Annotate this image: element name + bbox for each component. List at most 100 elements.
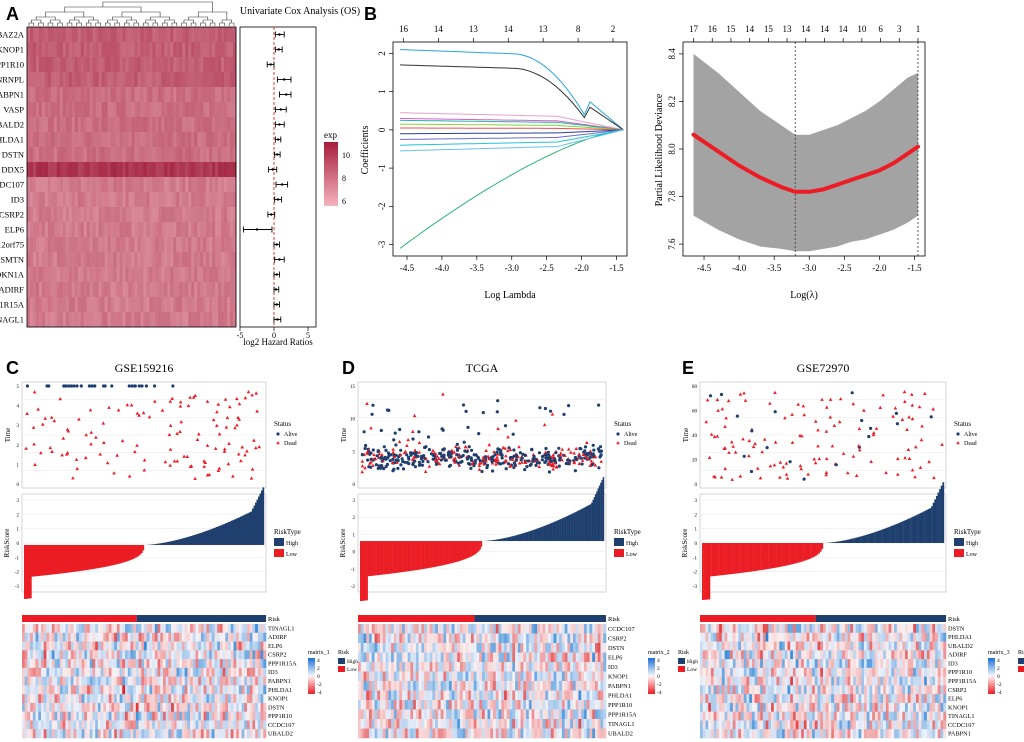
alive-point: [417, 430, 421, 434]
heatmap-cell: [104, 102, 109, 118]
heatmap-cell: [116, 312, 120, 328]
alive-point: [481, 411, 485, 415]
heatmap-cell: [125, 147, 129, 163]
heatmap-cell: [402, 719, 406, 729]
dendrogram-branch: [183, 19, 194, 23]
heatmap-cell: [252, 711, 256, 721]
heatmap-cell: [155, 297, 159, 313]
heatmap-cell: [113, 57, 117, 73]
heatmap-cell: [71, 252, 76, 268]
heatmap-cell: [168, 676, 172, 686]
heatmap-cell: [437, 652, 441, 663]
heatmap-cell: [152, 177, 156, 193]
heatmap-cell: [191, 57, 195, 73]
dead-point: [516, 455, 520, 459]
heatmap-cell: [27, 267, 31, 283]
heatmap-cell: [380, 690, 384, 701]
heatmap-cell: [38, 42, 43, 58]
alive-point: [79, 384, 83, 388]
high-risk-bar: [202, 532, 205, 545]
heatmap-cell: [230, 297, 234, 313]
heatmap-cell: [131, 222, 135, 238]
heatmap-cell: [119, 711, 123, 721]
matrix-tick-label: -2: [317, 682, 322, 688]
heatmap-cell: [238, 659, 242, 669]
heatmap-cell: [89, 87, 94, 103]
heatmap-cell: [146, 57, 150, 73]
heatmap-cell: [426, 643, 430, 653]
heatmap-cell: [209, 711, 213, 721]
low-risk-bar: [361, 541, 363, 601]
heatmap-cell: [382, 681, 386, 691]
heatmap-cell: [49, 632, 53, 642]
alive-point: [379, 428, 383, 433]
heatmap-cell: [366, 643, 370, 653]
heatmap-cell: [200, 659, 204, 669]
heatmap-cell: [233, 729, 237, 739]
heatmap-cell: [435, 671, 439, 682]
heatmap-cell: [570, 643, 574, 653]
x-tick-label: -3.0: [505, 263, 520, 273]
heatmap-cell: [415, 633, 419, 644]
heatmap-cell: [116, 694, 120, 704]
dead-point: [211, 417, 216, 422]
heatmap-cell: [181, 641, 185, 651]
heatmap-cell: [236, 624, 240, 634]
gene-label: PPP1R10: [608, 702, 632, 709]
heatmap-cell: [192, 685, 196, 695]
heatmap-cell: [194, 57, 198, 73]
heatmap-cell: [493, 624, 497, 634]
low-risk-bar: [402, 541, 404, 573]
heatmap-cell: [149, 147, 153, 163]
low-risk-bar: [37, 544, 40, 577]
heatmap-cell: [197, 267, 201, 283]
heatmap-cell: [244, 632, 248, 642]
low-risk-bar: [388, 541, 390, 574]
heatmap-cell: [435, 700, 439, 710]
heatmap-cell: [134, 162, 138, 178]
heatmap-cell: [197, 72, 201, 88]
heatmap-cell: [561, 643, 565, 653]
heatmap-cell: [83, 282, 88, 298]
low-risk-bar: [446, 541, 448, 565]
low-risk-bar: [79, 544, 82, 571]
hr-point: [276, 153, 279, 156]
heatmap-cell: [167, 177, 171, 193]
heatmap-cell: [29, 177, 34, 193]
heatmap-cell: [95, 87, 100, 103]
heatmap-cell: [548, 624, 552, 634]
low-risk-bar: [42, 544, 44, 576]
heatmap-cell: [509, 652, 513, 663]
heatmap-cell: [158, 132, 162, 148]
heatmap-cell: [203, 729, 207, 739]
heatmap-cell: [53, 297, 58, 313]
heatmap-cell: [101, 132, 106, 148]
heatmap-cell: [176, 207, 180, 223]
heatmap-cell: [179, 177, 183, 193]
heatmap-cell: [24, 685, 28, 695]
heatmap-cell: [181, 632, 185, 642]
heatmap-cell: [119, 147, 123, 163]
heatmap-cell: [149, 177, 153, 193]
heatmap-cell: [421, 709, 425, 720]
high-risk-bar: [261, 490, 263, 545]
heatmap-cell: [200, 57, 204, 73]
heatmap-cell: [426, 671, 430, 682]
heatmap-cell: [113, 192, 117, 208]
high-risk-bar: [555, 521, 557, 542]
heatmap-cell: [198, 685, 202, 695]
heatmap-cell: [200, 632, 204, 642]
dead-point: [125, 403, 130, 407]
heatmap-cell: [203, 27, 207, 43]
alive-point: [485, 466, 489, 470]
heatmap-cell: [111, 694, 115, 704]
dead-point: [217, 432, 222, 436]
heatmap-cell: [181, 624, 185, 634]
heatmap-cell: [600, 671, 604, 682]
heatmap-cell: [479, 624, 483, 634]
heatmap-cell: [107, 87, 111, 103]
matrix-tick-label: 2: [317, 666, 320, 672]
heatmap-cell: [603, 671, 607, 682]
dead-point: [477, 467, 482, 471]
heatmap-cell: [203, 132, 207, 148]
